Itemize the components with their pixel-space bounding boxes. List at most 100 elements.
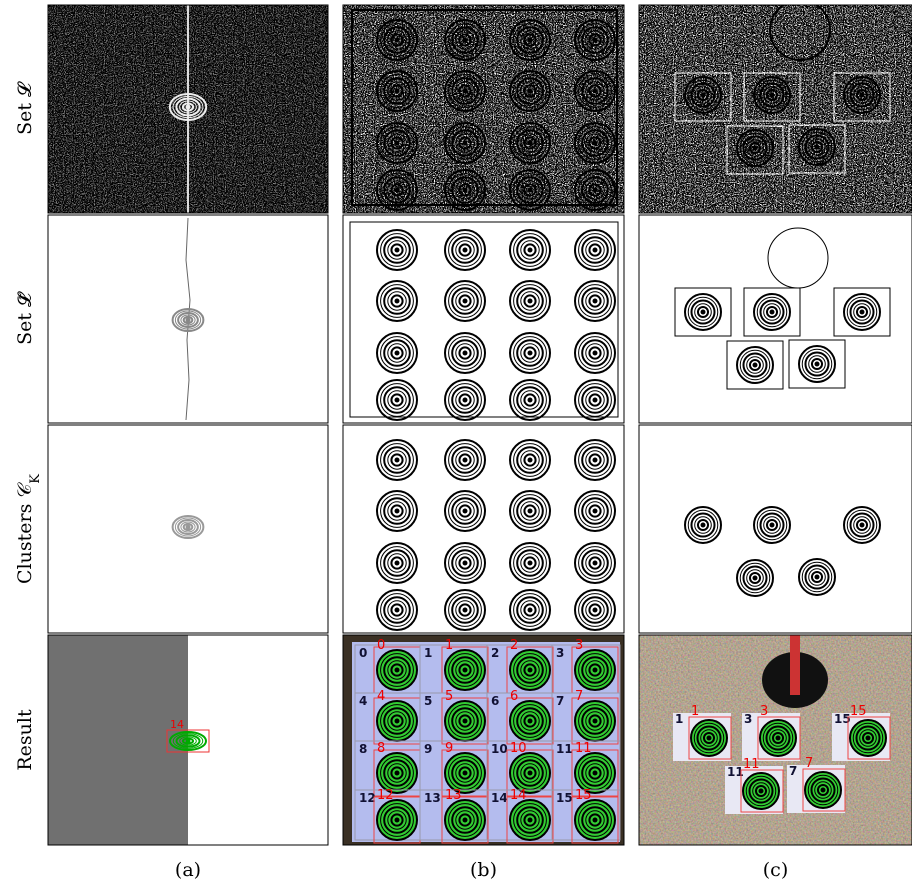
target-center	[462, 718, 468, 724]
target-ring	[578, 173, 612, 207]
cell-label: 1	[424, 646, 432, 660]
target-ring	[808, 138, 826, 156]
target-ring	[739, 132, 771, 164]
target-ring	[380, 443, 414, 477]
target-ring	[455, 133, 475, 153]
target-ring	[513, 383, 547, 417]
target-ring	[390, 136, 404, 150]
target-ring	[444, 589, 486, 631]
target-ring	[169, 731, 207, 751]
target-ring	[448, 593, 482, 627]
target-ring	[516, 596, 544, 624]
target-ring	[855, 518, 869, 532]
target-ring	[180, 521, 196, 533]
target-ring	[383, 176, 411, 204]
target-center	[394, 508, 400, 514]
target-ring	[513, 653, 547, 687]
target-ring	[585, 810, 605, 830]
target-ring	[585, 180, 605, 200]
target-ring	[578, 593, 612, 627]
target-center	[527, 37, 533, 43]
target-center	[814, 361, 820, 367]
target-ring	[742, 772, 780, 810]
detection-label: 13	[445, 788, 462, 803]
row-label-text: Result	[14, 709, 36, 771]
target-ring	[458, 453, 472, 467]
detection-label: 15	[575, 788, 592, 803]
panel-frame	[638, 424, 912, 634]
target-ring	[763, 86, 781, 104]
target-ring	[387, 30, 407, 50]
target-ring	[759, 82, 785, 108]
target-ring	[390, 84, 404, 98]
target-ring	[804, 351, 830, 377]
target-ring	[380, 593, 414, 627]
target-ring	[458, 766, 472, 780]
target-ring	[520, 30, 540, 50]
cell-label: 15	[834, 712, 851, 726]
target-ring	[581, 596, 609, 624]
target-ring	[390, 33, 404, 47]
target-ring	[387, 450, 407, 470]
target-center	[462, 88, 468, 94]
target-ring	[849, 299, 875, 325]
target-ring	[516, 77, 544, 105]
target-ring	[581, 77, 609, 105]
target-ring	[523, 243, 537, 257]
target-ring	[753, 76, 791, 114]
target-ring	[390, 766, 404, 780]
target-ring	[798, 128, 836, 166]
target-ring	[168, 93, 208, 121]
target-ring	[585, 450, 605, 470]
target-ring	[801, 131, 833, 163]
target-ring	[581, 806, 609, 834]
target-ring	[448, 443, 482, 477]
target-center	[592, 37, 598, 43]
target-ring	[759, 299, 785, 325]
target-ring	[578, 336, 612, 370]
target-ring	[585, 133, 605, 153]
target-ring	[855, 725, 881, 751]
target-ring	[588, 393, 602, 407]
cell-label: 8	[359, 742, 367, 756]
cell-label: 6	[491, 694, 499, 708]
detection-box	[506, 697, 554, 745]
target-center	[814, 574, 820, 580]
target-ring	[509, 122, 551, 164]
target-ring	[516, 236, 544, 264]
target-ring	[376, 229, 418, 271]
panel-frame	[342, 214, 625, 424]
target-center	[462, 247, 468, 253]
target-ring	[853, 86, 871, 104]
target-ring	[444, 379, 486, 421]
target-center	[769, 92, 775, 98]
target-ring	[387, 180, 407, 200]
target-ring	[694, 86, 712, 104]
detection-label: 10	[510, 741, 527, 756]
target-ring	[687, 296, 719, 328]
target-ring	[523, 294, 537, 308]
target-ring	[578, 803, 612, 837]
target-ring	[387, 81, 407, 101]
cell-label: 13	[424, 791, 441, 805]
target-ring	[516, 549, 544, 577]
target-ring	[455, 600, 475, 620]
target-center	[769, 309, 775, 315]
target-ring	[574, 799, 616, 841]
target-ring	[458, 136, 472, 150]
target-center	[859, 92, 865, 98]
target-ring	[444, 752, 486, 794]
target-ring	[448, 653, 482, 687]
target-ring	[578, 23, 612, 57]
cell-label: 10	[491, 742, 508, 756]
card	[743, 287, 801, 337]
target-ring	[690, 82, 716, 108]
target-ring	[387, 660, 407, 680]
target-ring	[444, 490, 486, 532]
target-ring	[171, 308, 205, 332]
detection-label: 14	[510, 788, 527, 803]
target-ring	[509, 490, 551, 532]
target-ring	[448, 233, 482, 267]
target-ring	[748, 358, 762, 372]
